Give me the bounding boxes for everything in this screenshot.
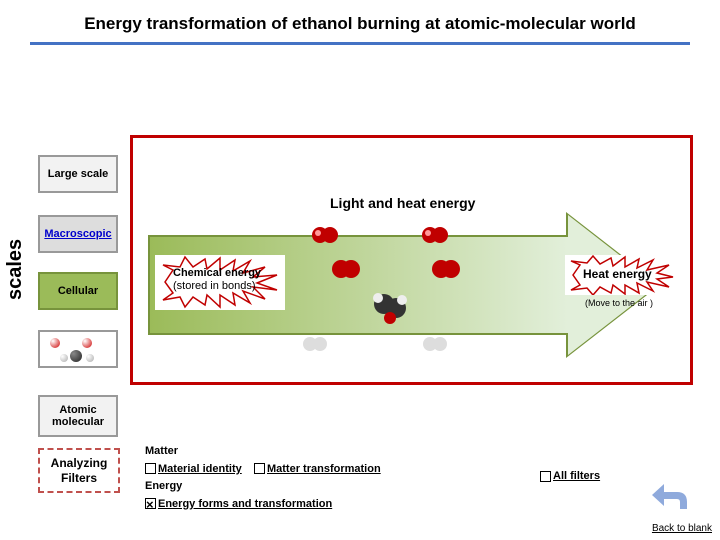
filters-matter-heading: Matter [145, 443, 381, 461]
checkbox-all-filters[interactable] [540, 471, 551, 482]
scale-cellular: Cellular [38, 272, 118, 310]
page-title: Energy transformation of ethanol burning… [0, 0, 720, 42]
molecule-icon [310, 225, 340, 250]
molecule-icon [330, 258, 362, 285]
back-to-blank-link[interactable]: Back to blank [652, 523, 712, 534]
filters-energy-heading: Energy [145, 478, 381, 496]
scale-large: Large scale [38, 155, 118, 193]
scale-macroscopic[interactable]: Macroscopic [38, 215, 118, 253]
back-arrow-icon[interactable] [650, 482, 690, 512]
scale-atomic: Atomic molecular [38, 395, 118, 437]
molecule-icon [370, 290, 410, 329]
molecule-icon [420, 225, 450, 250]
scale-molecular-thumb [38, 330, 118, 368]
chem-energy-title: Chemical energy [173, 267, 261, 280]
checkbox-matter-transformation[interactable] [254, 463, 265, 474]
filters-panel: Matter Material identity Matter transfor… [145, 443, 381, 513]
title-underline [30, 42, 690, 45]
heat-energy-burst: Heat energy [565, 255, 680, 295]
all-filters[interactable]: All filters [540, 470, 600, 482]
checkbox-energy-forms[interactable] [145, 498, 156, 509]
scales-axis-label: scales [4, 239, 27, 300]
light-heat-label: Light and heat energy [330, 195, 475, 211]
molecule-icon [420, 335, 450, 358]
move-to-air-label: (Move to the air ) [585, 298, 653, 308]
molecule-icon [430, 258, 462, 285]
analyzing-filters-box: Analyzing Filters [38, 448, 120, 493]
filter-energy-forms[interactable]: Energy forms and transformation [158, 498, 332, 510]
molecule-icon [300, 335, 330, 358]
heat-energy-title: Heat energy [583, 267, 652, 281]
filter-matter-transformation[interactable]: Matter transformation [267, 463, 381, 475]
chem-energy-sub: (stored in bonds) [173, 280, 261, 293]
chemical-energy-burst: Chemical energy (stored in bonds) [155, 255, 285, 310]
filter-material-identity[interactable]: Material identity [158, 463, 242, 475]
checkbox-material-identity[interactable] [145, 463, 156, 474]
